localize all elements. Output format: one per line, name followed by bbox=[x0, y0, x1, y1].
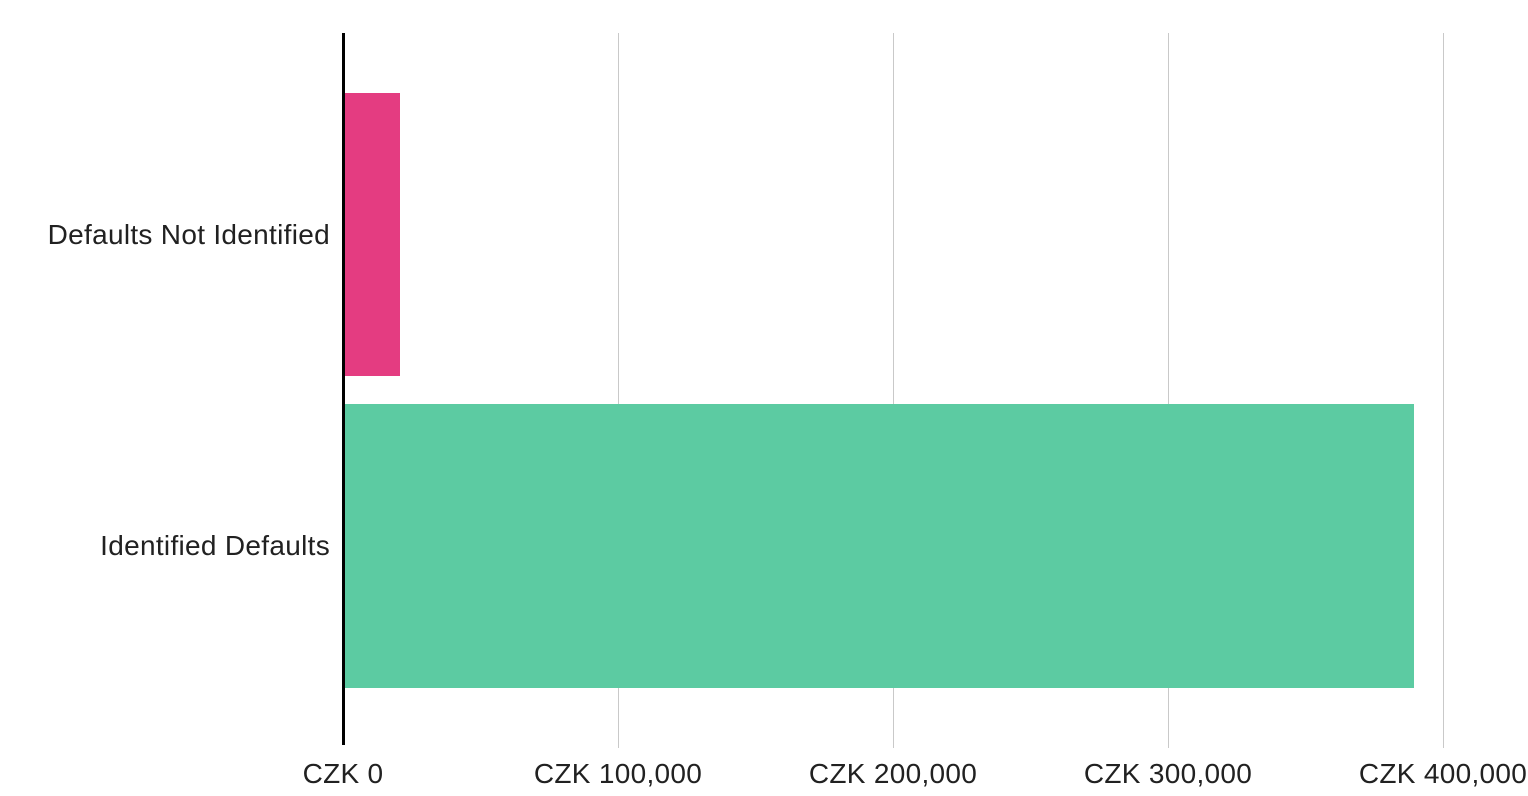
x-tick-label-0: CZK 0 bbox=[302, 758, 384, 789]
plot-area bbox=[343, 33, 1528, 748]
y-axis-line bbox=[341, 33, 345, 745]
gridline-300000 bbox=[1167, 33, 1169, 748]
x-tick-label-100000: CZK 100,000 bbox=[533, 758, 703, 789]
bar-identified-defaults bbox=[344, 404, 1415, 688]
x-tick-label-400000: CZK 400,000 bbox=[1358, 758, 1528, 789]
gridline-400000 bbox=[1442, 33, 1444, 748]
category-label-defaults-not-identified: Defaults Not Identified bbox=[47, 218, 330, 250]
bar-defaults-not-identified bbox=[344, 93, 400, 376]
x-tick-label-200000: CZK 200,000 bbox=[808, 758, 978, 789]
gridline-200000 bbox=[892, 33, 894, 748]
category-labels: Defaults Not Identified Identified Defaul… bbox=[0, 33, 330, 748]
x-tick-label-300000: CZK 300,000 bbox=[1083, 758, 1253, 789]
gridline-100000 bbox=[617, 33, 619, 748]
category-label-identified-defaults: Identified Defaults bbox=[100, 530, 330, 561]
